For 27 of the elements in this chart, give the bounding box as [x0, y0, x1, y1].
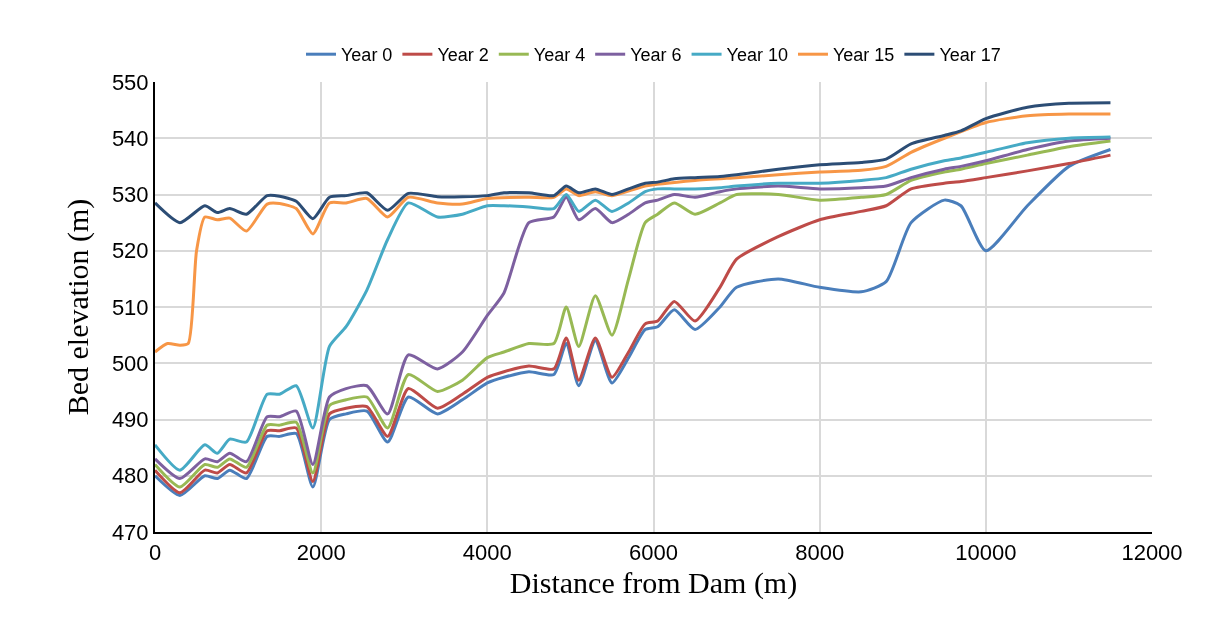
legend-label: Year 0 — [341, 45, 393, 66]
y-axis-title: Bed elevation (m) — [61, 198, 96, 416]
x-tick-label: 4000 — [462, 540, 512, 566]
y-tick-label: 530 — [111, 182, 149, 208]
x-tick-label: 8000 — [795, 540, 845, 566]
legend-label: Year 10 — [726, 45, 788, 66]
x-axis-title: Distance from Dam (m) — [509, 566, 798, 601]
x-tick-label: 2000 — [296, 540, 346, 566]
y-tick-label: 550 — [111, 69, 149, 95]
legend-label: Year 17 — [939, 45, 1001, 66]
y-tick-label: 540 — [111, 125, 149, 151]
x-tick-label: 10000 — [955, 540, 1017, 566]
y-tick-label: 520 — [111, 238, 149, 264]
y-tick-label: 490 — [111, 407, 149, 433]
legend-label: Year 15 — [832, 45, 895, 66]
y-tick-label: 500 — [111, 350, 149, 376]
legend-label: Year 6 — [630, 45, 682, 66]
y-tick-label: 480 — [111, 463, 149, 489]
y-tick-label: 470 — [111, 519, 149, 545]
x-tick-label: 0 — [148, 540, 162, 566]
legend-label: Year 2 — [437, 45, 489, 66]
x-tick-label: 6000 — [629, 540, 678, 566]
x-tick-label: 12000 — [1121, 540, 1183, 566]
legend-label: Year 4 — [533, 45, 586, 66]
line-series — [155, 112, 1112, 354]
y-tick-label: 510 — [111, 294, 149, 320]
line-series — [155, 101, 1112, 225]
